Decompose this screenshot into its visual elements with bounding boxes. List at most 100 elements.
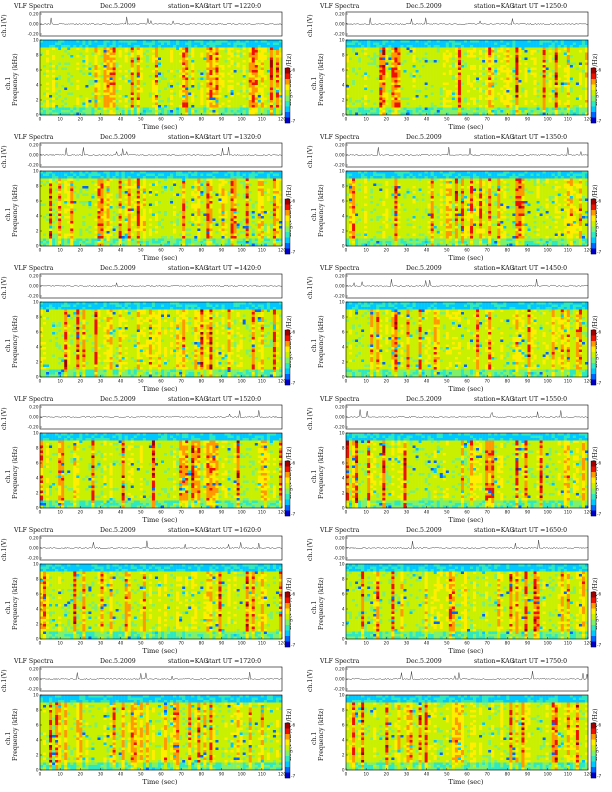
heatmap-cell [94,42,98,46]
heatmap-cell [212,107,216,111]
heatmap-cell [185,77,189,81]
heatmap-cell [463,95,468,98]
heatmap-cell [512,62,516,66]
heatmap-cell [463,100,468,103]
heatmap-cell [227,52,231,56]
heatmap-cell [518,92,522,96]
heatmap-cell [427,47,431,51]
heatmap-cell [370,77,374,81]
heatmap-cell [221,77,225,81]
heatmap-cell [266,52,271,56]
heatmap-cell [433,107,437,111]
heatmap-cell [257,57,262,61]
heatmap-cell [433,67,437,71]
heatmap-cell [212,97,216,101]
heatmap-cell [569,42,574,46]
heatmap-cell [515,92,519,96]
heatmap-cell [176,67,180,71]
heatmap-cell [479,55,483,58]
heatmap-cell [578,110,583,113]
heatmap-cell [388,97,392,101]
heatmap-cell [170,85,174,88]
heatmap-cell [112,112,116,116]
heatmap-cell [506,92,510,96]
heatmap-cell [40,171,44,174]
heatmap-cell [530,107,534,111]
heatmap-cell [385,47,389,51]
heatmap-cell [161,40,165,43]
heatmap-cell [176,60,180,63]
heatmap-cell [269,42,274,46]
heatmap-cell [263,67,268,71]
heatmap-cell [55,52,59,56]
heatmap-cell [269,62,274,66]
heatmap-cell [164,97,168,101]
heatmap-cell [451,95,456,98]
heatmap-cell [191,102,195,106]
heatmap-cell [136,62,141,66]
heatmap-cell [49,45,53,48]
heatmap-cell [370,110,374,113]
heatmap-cell [518,82,522,86]
heatmap-cell [373,47,377,51]
heatmap-cell [470,65,474,68]
heatmap-cell [457,92,462,96]
heatmap-cell [88,85,92,88]
heatmap-cell [421,50,425,53]
heatmap-cell [376,75,380,78]
heatmap-cell [278,112,283,116]
heatmap-cell [388,45,392,48]
heatmap-cell [463,72,468,76]
heatmap-cell [194,100,198,103]
heatmap-cell [212,75,216,78]
heatmap-cell [503,75,507,78]
heatmap-cell [370,95,374,98]
heatmap-cell [115,85,119,88]
heatmap-cell [142,97,147,101]
heatmap-cell [46,87,50,91]
heatmap-cell [500,105,504,108]
heatmap-cell [509,82,513,86]
heatmap-cell [40,77,44,81]
heatmap-cell [67,110,71,113]
heatmap-cell [488,95,492,98]
heatmap-cell [227,80,231,83]
heatmap-cell [376,57,380,61]
heatmap-cell [191,77,195,81]
heatmap-cell [370,85,374,88]
heatmap-cell [406,110,410,113]
heatmap-cell [230,112,234,116]
heatmap-cell [361,85,365,88]
x-tick-label: 100 [544,117,552,122]
heatmap-cell [355,57,359,61]
heatmap-cell [272,65,277,68]
heatmap-cell [73,97,77,101]
heatmap-cell [55,42,59,46]
heatmap-cell [130,105,134,108]
heatmap-cell [488,77,492,81]
heatmap-cell [584,87,589,91]
heatmap-cell [67,107,71,111]
heatmap-cell [373,100,377,103]
heatmap-cell [448,100,453,103]
heatmap-cell [385,65,389,68]
heatmap-cell [476,112,480,116]
heatmap-cell [136,82,141,86]
heatmap-cell [439,60,443,63]
heatmap-cell [154,60,159,63]
heatmap-cell [578,40,583,43]
heatmap-cell [430,40,434,43]
heatmap-cell [539,62,543,66]
heatmap-cell [127,97,131,101]
heatmap-cell [346,92,350,96]
heatmap-cell [460,102,465,106]
heatmap-cell [467,100,471,103]
heatmap-cell [239,42,243,46]
heatmap-cell [275,90,280,93]
heatmap-cell [530,52,534,56]
heatmap-cell [154,100,159,103]
heatmap-cell [157,87,162,91]
heatmap-cell [500,70,504,73]
heatmap-cell [572,82,577,86]
heatmap-cell [64,52,68,56]
